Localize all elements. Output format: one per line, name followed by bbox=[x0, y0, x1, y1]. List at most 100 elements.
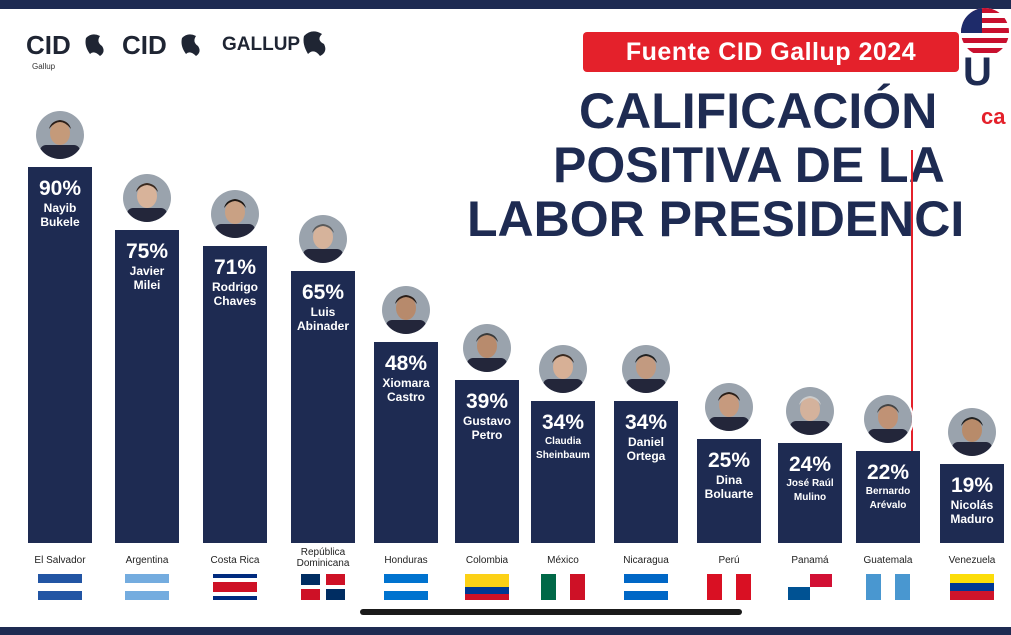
title-line-2: POSITIVA DE LA bbox=[553, 137, 945, 193]
bar-leader-name: Nayib Bukele bbox=[40, 200, 80, 229]
cid-gallup-logo-2: CID bbox=[122, 30, 200, 70]
bar-value-label: 48% bbox=[384, 352, 428, 376]
country-label: Guatemala bbox=[863, 555, 913, 566]
bar-value-label: 24% bbox=[788, 452, 832, 476]
person-icon bbox=[948, 407, 996, 456]
country-flag-icon bbox=[624, 574, 668, 600]
gallup-logo: GALLUP bbox=[222, 30, 326, 70]
bar-value-label: 25% bbox=[707, 448, 751, 472]
country-flag-icon bbox=[950, 574, 994, 600]
bar-leader-name: Bernardo Arévalo bbox=[865, 486, 911, 512]
bar-value-label: 90% bbox=[38, 176, 82, 200]
person-icon bbox=[622, 344, 670, 393]
corner-logo-suffix: ca bbox=[981, 104, 1006, 129]
country-label: El Salvador bbox=[34, 555, 86, 566]
country-label: Venezuela bbox=[948, 555, 996, 566]
country-label: Honduras bbox=[384, 555, 428, 566]
bar-3: 71% Rodrigo Chaves bbox=[203, 246, 267, 543]
country-flag-icon bbox=[866, 574, 910, 600]
person-icon bbox=[36, 110, 84, 159]
country-label: México bbox=[547, 555, 579, 566]
country-flag-icon bbox=[125, 574, 169, 600]
us-flag-icon bbox=[961, 8, 1009, 56]
country-flag-icon bbox=[38, 574, 82, 600]
bar-leader-name: Rodrigo Chaves bbox=[212, 280, 258, 309]
bar-value-label: 34% bbox=[624, 410, 668, 434]
bar-value-label: 39% bbox=[465, 389, 509, 413]
bar-value-label: 71% bbox=[213, 256, 257, 280]
scrollbar[interactable] bbox=[360, 609, 742, 615]
country-flag-icon bbox=[541, 574, 585, 600]
leader-avatar bbox=[297, 213, 349, 266]
country-label: Panamá bbox=[791, 555, 829, 566]
bar-leader-name: Xiomara Castro bbox=[382, 376, 430, 405]
country-label: Perú bbox=[718, 555, 740, 566]
globe-icon bbox=[85, 34, 104, 56]
bar-8: 34% Daniel Ortega bbox=[614, 400, 678, 543]
person-icon bbox=[211, 190, 259, 239]
bar-leader-name: Luis Abinader bbox=[296, 305, 349, 334]
bar-value-label: 19% bbox=[950, 473, 994, 497]
country-flag-icon bbox=[213, 574, 257, 600]
country-label: Colombia bbox=[465, 555, 509, 566]
bar-7: 34% Claudia Sheinbaum bbox=[531, 400, 595, 543]
leader-avatar bbox=[461, 321, 513, 374]
logo-text: CID bbox=[122, 30, 167, 60]
globe-icon bbox=[303, 31, 326, 56]
title-line-3: LABOR PRESIDENCI bbox=[467, 191, 965, 247]
bar-6: 39% Gustavo Petro bbox=[455, 379, 519, 543]
bar-leader-name: Daniel Ortega bbox=[626, 434, 666, 463]
bar-leader-name: Dina Boluarte bbox=[704, 472, 754, 501]
bar-value-label: 65% bbox=[301, 281, 345, 305]
bar-leader-name: Gustavo Petro bbox=[462, 413, 511, 442]
bottom-band bbox=[0, 627, 1011, 635]
source-badge: Fuente CID Gallup 2024 bbox=[583, 32, 959, 72]
bar-9: 25% Dina Boluarte bbox=[697, 438, 761, 543]
bar-11: 22% Bernardo Arévalo bbox=[856, 451, 920, 543]
title-line-1: CALIFICACIÓN bbox=[579, 83, 938, 139]
cid-gallup-logo-1: CID Gallup bbox=[26, 30, 104, 71]
leader-avatar bbox=[537, 342, 589, 395]
bar-leader-name: Nicolás Maduro bbox=[950, 497, 994, 526]
leader-avatar bbox=[703, 380, 755, 433]
bar-2: 75% Javier Milei bbox=[115, 229, 179, 543]
red-divider-line bbox=[911, 150, 913, 470]
leader-avatar bbox=[784, 384, 836, 437]
person-icon bbox=[864, 395, 912, 444]
person-icon bbox=[786, 386, 834, 435]
person-icon bbox=[382, 286, 430, 335]
country-label: República Dominicana bbox=[296, 547, 350, 569]
person-icon bbox=[123, 173, 171, 222]
bar-leader-name: Claudia Sheinbaum bbox=[536, 435, 590, 461]
globe-icon bbox=[181, 34, 200, 56]
bar-10: 24% José Raúl Mulino bbox=[778, 442, 842, 543]
person-icon bbox=[463, 323, 511, 372]
person-icon bbox=[705, 382, 753, 431]
bar-leader-name: Javier Milei bbox=[129, 263, 165, 292]
country-label: Costa Rica bbox=[210, 555, 260, 566]
country-label: Argentina bbox=[125, 555, 169, 566]
bar-leader-name: José Raúl Mulino bbox=[786, 477, 834, 503]
leader-avatar bbox=[121, 171, 173, 224]
leader-avatar bbox=[34, 108, 86, 161]
bar-value-label: 34% bbox=[541, 410, 585, 434]
country-flag-icon bbox=[301, 574, 345, 600]
top-band bbox=[0, 0, 1011, 9]
bar-value-label: 22% bbox=[866, 461, 910, 485]
logo-text: GALLUP bbox=[222, 34, 301, 55]
country-flag-icon bbox=[465, 574, 509, 600]
leader-avatar bbox=[620, 342, 672, 395]
person-icon bbox=[299, 215, 347, 264]
bar-5: 48% Xiomara Castro bbox=[374, 342, 438, 543]
country-flag-icon bbox=[788, 574, 832, 600]
bar-4: 65% Luis Abinader bbox=[291, 271, 355, 543]
corner-logo-letter: U bbox=[963, 50, 992, 94]
person-icon bbox=[539, 344, 587, 393]
leader-avatar bbox=[946, 405, 998, 458]
country-label: Nicaragua bbox=[623, 555, 669, 566]
leader-avatar bbox=[380, 284, 432, 337]
bar-value-label: 75% bbox=[125, 239, 169, 263]
country-flag-icon bbox=[384, 574, 428, 600]
bar-12: 19% Nicolás Maduro bbox=[940, 463, 1004, 543]
leader-avatar bbox=[862, 393, 914, 446]
